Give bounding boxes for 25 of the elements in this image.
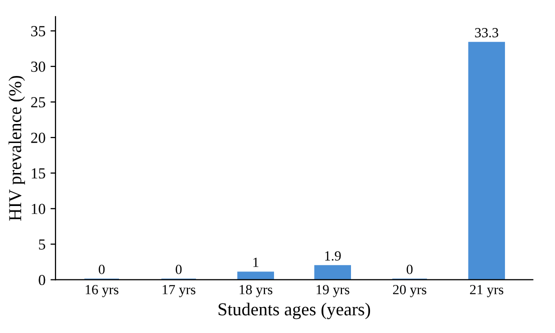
y-tick-label: 15 [32, 168, 46, 179]
y-tick-label: 25 [31, 97, 46, 108]
y-tick-label: 5 [39, 239, 46, 250]
data-label: 1 [253, 258, 258, 267]
bar [468, 42, 505, 280]
y-tick-label: 10 [32, 204, 46, 214]
y-tick-label: 35 [31, 26, 46, 36]
data-label: 1.9 [325, 251, 341, 261]
x-tick-label: 19 yrs [316, 284, 350, 298]
y-tick-label: 20 [31, 132, 46, 143]
x-tick-label: 18 yrs [240, 284, 272, 298]
data-label: 0 [176, 264, 182, 274]
data-label: 0 [406, 264, 413, 274]
y-tick-label: 0 [38, 274, 46, 286]
bar [314, 265, 352, 280]
data-label: 0 [98, 264, 105, 274]
y-tick-label: 30 [31, 62, 46, 72]
data-label: 33.3 [475, 28, 498, 38]
bar [237, 272, 274, 280]
x-tick-label: 16 yrs [86, 284, 118, 298]
x-tick-label: 21 yrs [470, 284, 504, 298]
x-tick-label: 17 yrs [162, 285, 196, 298]
x-axis-title: Students ages (years) [218, 302, 370, 320]
y-axis-title: HIV prevalence (%) [8, 76, 25, 221]
x-tick-label: 20 yrs [393, 284, 426, 298]
